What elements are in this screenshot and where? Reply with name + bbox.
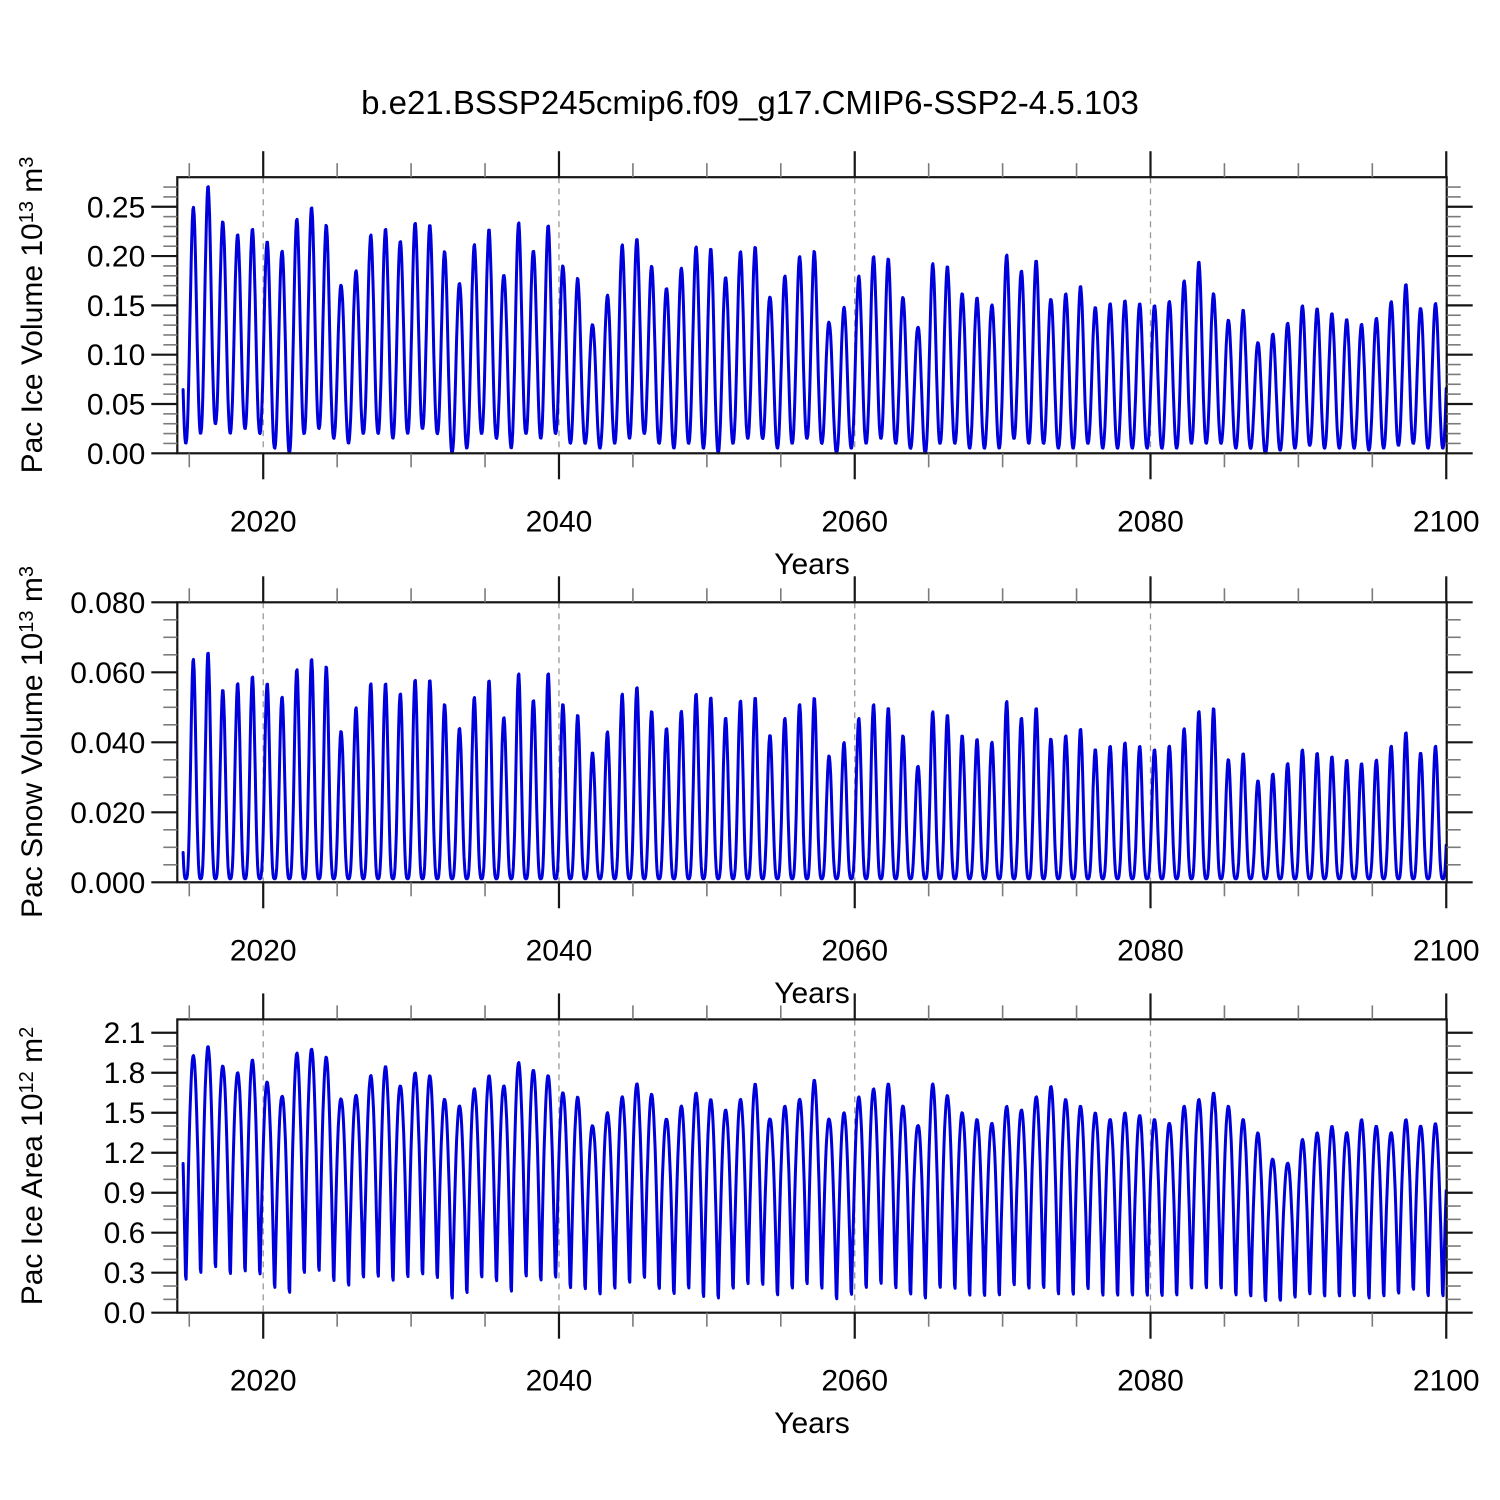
y-tick-label: 0.9	[104, 1177, 146, 1210]
x-tick-label: 2040	[526, 505, 593, 538]
x-axis-title-panel-1: Years	[774, 548, 850, 581]
y-tick-label: 0.040	[70, 727, 145, 760]
y-tick-label: 0.10	[87, 339, 145, 372]
y-axis-title-ice-volume: Pac Ice Volume 1013 m3	[16, 157, 50, 474]
y-axis-title-text: Pac Ice Area 10	[16, 1093, 49, 1306]
x-tick-label: 2060	[821, 505, 888, 538]
y-tick-label: 0.3	[104, 1257, 146, 1290]
exponent: 12	[16, 1071, 38, 1094]
y-tick-label: 0.25	[87, 191, 145, 224]
unit: m	[16, 167, 49, 202]
y-axis-title-ice-area: Pac Ice Area 1012 m2	[16, 1027, 50, 1306]
panel-pac-ice-volume: 0.00 0.05 0.10 0.15 0.20 0.25 2020 2040 2060 2080…	[87, 151, 1480, 538]
y-tick-label: 0.00	[87, 438, 145, 471]
y-tick-label: 0.6	[104, 1217, 146, 1250]
x-tick-label: 2060	[821, 1365, 888, 1398]
y-tick-label: 1.8	[104, 1057, 146, 1090]
pac-ice-volume-series	[181, 185, 1448, 455]
x-tick-label: 2020	[230, 1365, 297, 1398]
y-tick-label: 0.020	[70, 797, 145, 830]
pac-ice-area-series	[181, 1045, 1448, 1303]
x-tick-label: 2020	[230, 934, 297, 967]
x-tick-label: 2080	[1117, 1365, 1184, 1398]
page-title: b.e21.BSSP245cmip6.f09_g17.CMIP6-SSP2-4.…	[361, 84, 1139, 121]
x-axis-title-panel-3: Years	[774, 1407, 850, 1440]
unit: m	[16, 1037, 49, 1072]
y-tick-label: 0.000	[70, 867, 145, 900]
y-tick-label: 0.20	[87, 241, 145, 274]
x-tick-label: 2080	[1117, 934, 1184, 967]
unit-exponent: 3	[16, 156, 38, 168]
x-tick-label: 2100	[1413, 934, 1480, 967]
x-tick-label: 2040	[526, 934, 593, 967]
y-tick-label: 2.1	[104, 1017, 146, 1050]
pac-snow-volume-series	[181, 651, 1448, 881]
y-tick-label: 0.15	[87, 290, 145, 323]
y-tick-label: 0.080	[70, 587, 145, 620]
exponent: 13	[16, 610, 38, 633]
unit-exponent: 3	[16, 566, 38, 578]
x-tick-label: 2060	[821, 934, 888, 967]
y-tick-label: 1.5	[104, 1097, 146, 1130]
x-tick-label: 2020	[230, 505, 297, 538]
y-tick-label: 0.0	[104, 1297, 146, 1330]
x-tick-label: 2100	[1413, 505, 1480, 538]
panel-pac-ice-area: 0.0 0.3 0.6 0.9 1.2 1.5 1.8 2.1 2020 2040 2060 2080…	[104, 993, 1480, 1398]
panel-pac-snow-volume: 0.000 0.020 0.040 0.060 0.080 2020 2040 2060 208…	[70, 576, 1480, 967]
x-tick-label: 2100	[1413, 1365, 1480, 1398]
y-tick-label: 1.2	[104, 1137, 146, 1170]
y-tick-label: 0.05	[87, 388, 145, 421]
x-axis-title-panel-2: Years	[774, 977, 850, 1010]
y-axis-title-text: Pac Snow Volume 10	[16, 632, 49, 918]
unit: m	[16, 577, 49, 611]
y-tick-label: 0.060	[70, 657, 145, 690]
x-tick-label: 2040	[526, 1365, 593, 1398]
exponent: 13	[16, 201, 38, 224]
unit-exponent: 2	[16, 1026, 38, 1038]
y-axis-title-text: Pac Ice Volume 10	[16, 223, 49, 474]
y-axis-title-snow-volume: Pac Snow Volume 1013 m3	[16, 566, 50, 918]
x-tick-label: 2080	[1117, 505, 1184, 538]
